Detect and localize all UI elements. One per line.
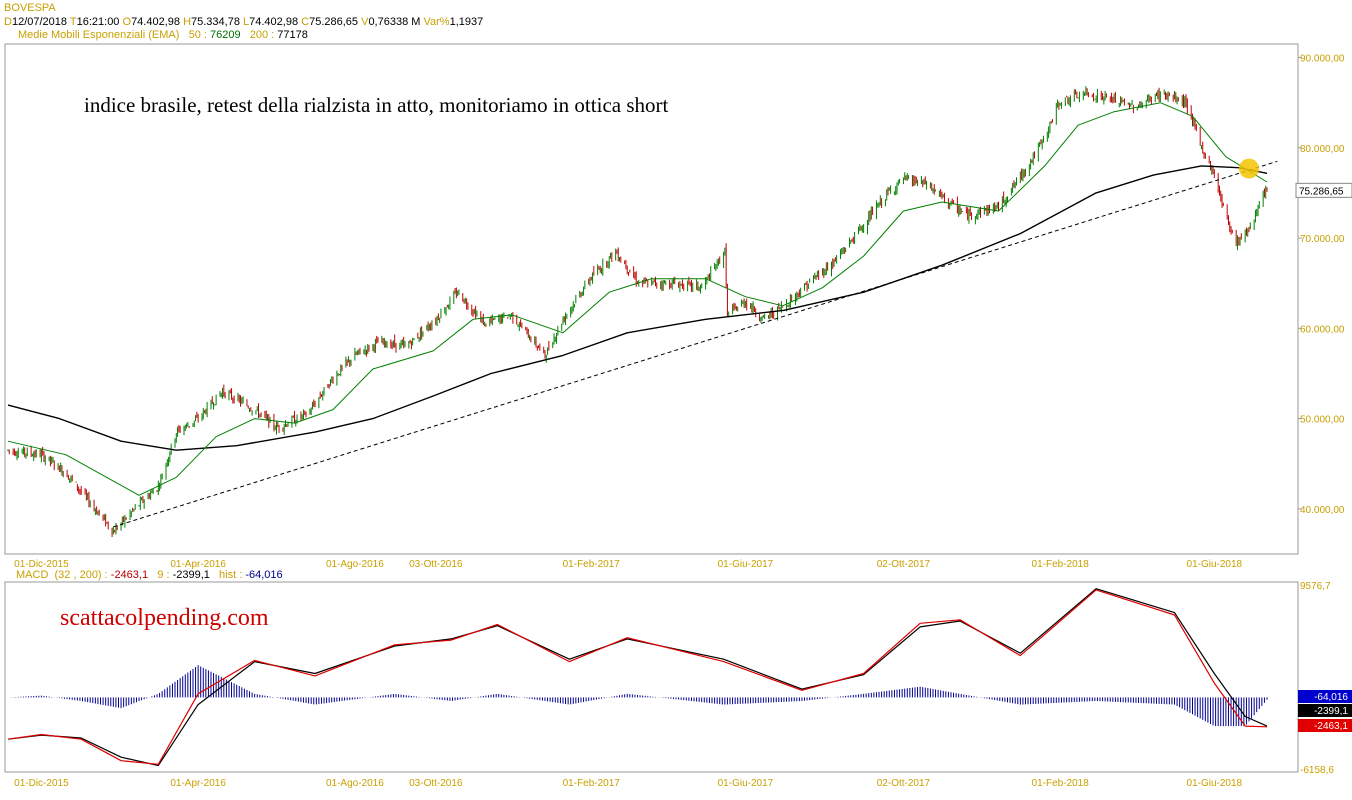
macd-value-tag (1298, 719, 1352, 732)
volume-value: 0,76338 M (368, 16, 421, 28)
macd-x-tick-label: 01-Dic-2015 (14, 778, 69, 789)
volume-label: V (361, 16, 369, 28)
macd-value-tag-label: -2463,1 (1314, 721, 1348, 732)
macd-ymax-label: 9576,7 (1300, 581, 1331, 592)
x-tick-label: 01-Feb-2017 (563, 559, 621, 570)
open-value: 74.402,98 (131, 16, 180, 28)
ema-label: Medie Mobili Esponenziali (EMA) (18, 29, 180, 41)
low-value: 74.402,98 (249, 16, 299, 28)
x-tick-label: 01-Feb-2018 (1032, 559, 1090, 570)
macd-value: -2463,1 (110, 569, 149, 581)
axes: 90.000,00 80.000,00 70.000,00 60.000,00 50.0… (14, 54, 1352, 789)
macd-value-tag (1298, 704, 1352, 717)
price-plot (7, 86, 1278, 538)
var-label: Var% (423, 16, 450, 28)
low-label: L (243, 16, 250, 28)
date-value: 12/07/2018 (11, 16, 68, 28)
price-panel-frame (4, 43, 1299, 555)
x-tick-label: 01-Apr-2016 (170, 559, 226, 570)
high-label: H (183, 16, 192, 28)
x-tick-label: 01-Dic-2015 (14, 559, 69, 570)
high-value: 75.334,78 (191, 16, 240, 28)
macd-x-tick-label: 01-Feb-2017 (563, 778, 621, 789)
y-tick-label: 40.000,00 (1300, 505, 1345, 516)
macd-x-tick-label: 01-Giu-2017 (718, 778, 774, 789)
retest-marker (1239, 158, 1260, 179)
macd-plot (7, 588, 1268, 767)
last-price-tag (1295, 182, 1352, 198)
macd-value-tag-label: -2399,1 (1314, 706, 1348, 717)
x-tick-label: 03-Ott-2016 (409, 559, 463, 570)
macd-line (7, 589, 1268, 765)
time-value: 16:21:00 (76, 16, 120, 28)
macd-params: (32 , 200) : (54, 569, 108, 581)
ohlc-readout: D12/07/2018 T16:21:00 O74.402,98 H75.334… (4, 16, 483, 29)
y-tick-label: 80.000,00 (1300, 144, 1345, 155)
trendline (113, 160, 1278, 528)
macd-x-tick-label: 03-Ott-2016 (409, 778, 463, 789)
ema50-label: 50 : (188, 29, 207, 41)
x-tick-label: 01-Giu-2018 (1187, 559, 1243, 570)
macd-x-tick-label: 02-Ott-2017 (877, 778, 931, 789)
macd-x-tick-label: 01-Apr-2016 (170, 778, 226, 789)
ema50-line (7, 102, 1268, 496)
macd-readout: MACD (32 , 200) : -2463,1 9 : -2399,1 hi… (16, 569, 283, 582)
last-price-label: 75.286,65 (1299, 186, 1344, 197)
macd-x-tick-label: 01-Feb-2018 (1032, 778, 1090, 789)
chart-annotation: indice brasile, retest della rialzista i… (84, 93, 668, 117)
time-label: T (69, 16, 77, 28)
x-tick-label: 01-Giu-2017 (718, 559, 774, 570)
macd-label: MACD (16, 569, 49, 581)
macd-value-tag-label: -64,016 (1314, 692, 1348, 703)
macd-ymin-label: -6158,6 (1300, 765, 1334, 776)
y-tick-label: 50.000,00 (1300, 415, 1345, 426)
macd-x-tick-label: 01-Giu-2018 (1187, 778, 1243, 789)
ema200-value: 77178 (277, 29, 308, 41)
watermark-url: scattacolpending.com (60, 605, 269, 631)
close-value: 75.286,65 (309, 16, 359, 28)
signal-label: 9 : (157, 569, 170, 581)
ema-readout: Medie Mobili Esponenziali (EMA) 50 : 762… (18, 29, 308, 42)
hist-value: -64,016 (245, 569, 283, 581)
signal-value: -2399,1 (172, 569, 210, 581)
macd-panel-frame (4, 581, 1299, 773)
y-tick-label: 90.000,00 (1300, 54, 1345, 65)
x-tick-label: 02-Ott-2017 (877, 559, 931, 570)
chart-symbol: BOVESPA (4, 2, 56, 14)
ema200-label: 200 : (249, 29, 275, 41)
close-label: C (301, 16, 310, 28)
ema200-line (7, 165, 1268, 451)
var-value: 1,1937 (449, 16, 484, 28)
date-label: D (4, 16, 12, 28)
macd-x-tick-label: 01-Ago-2016 (326, 778, 384, 789)
y-tick-label: 70.000,00 (1300, 234, 1345, 245)
ema50-value: 76209 (210, 29, 241, 41)
hist-label: hist : (219, 569, 243, 581)
open-label: O (122, 16, 132, 28)
x-tick-label: 01-Ago-2016 (326, 559, 384, 570)
macd-value-tag (1298, 690, 1352, 703)
y-tick-label: 60.000,00 (1300, 324, 1345, 335)
